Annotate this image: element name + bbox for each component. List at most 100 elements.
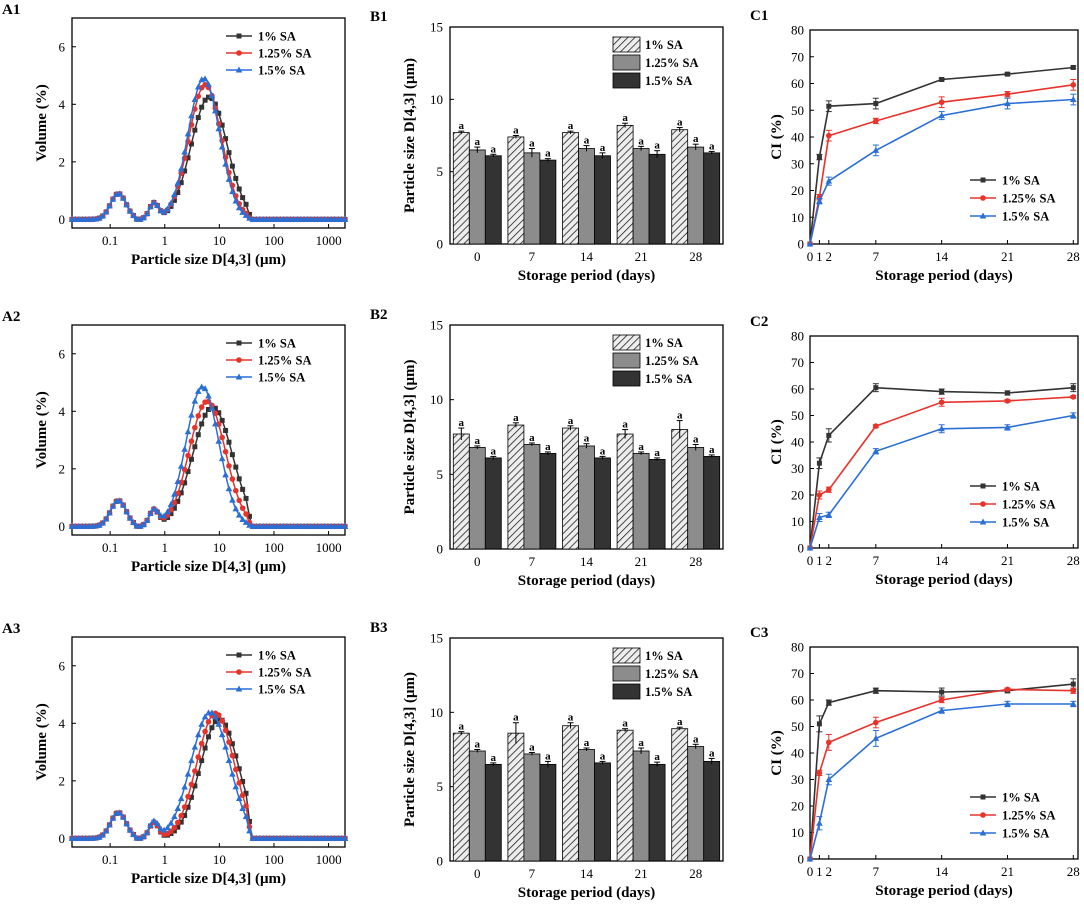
significance-letter: a	[545, 750, 551, 762]
legend-label: 1.25% SA	[258, 354, 311, 368]
x-tick-label: 0	[807, 249, 814, 264]
data-point	[171, 828, 177, 834]
data-point	[154, 820, 161, 827]
data-point	[872, 447, 880, 454]
data-point	[239, 515, 246, 522]
data-point	[123, 508, 130, 515]
data-point	[192, 424, 198, 431]
significance-letter: a	[654, 140, 660, 152]
data-point	[171, 499, 178, 506]
legend-marker	[236, 340, 242, 346]
x-tick-label: 0	[474, 866, 481, 881]
data-point	[243, 803, 249, 809]
data-point	[218, 455, 226, 462]
data-point	[235, 204, 243, 211]
bar	[539, 763, 557, 862]
data-point	[872, 734, 880, 741]
x-axis-label: Storage period (days)	[875, 883, 1013, 899]
data-point	[99, 831, 107, 838]
data-point	[816, 770, 823, 776]
data-point	[157, 207, 165, 214]
y-tick-label: 4	[59, 716, 66, 731]
x-axis-label: Storage period (days)	[518, 573, 656, 589]
x-tick-label: 28	[1067, 864, 1080, 879]
data-point	[246, 211, 252, 217]
data-point	[215, 712, 222, 718]
x-tick-label: 28	[1067, 553, 1080, 568]
x-tick-label: 14	[935, 864, 949, 879]
data-point	[246, 513, 252, 519]
y-tick-label: 15	[430, 631, 443, 646]
data-point	[215, 720, 223, 727]
legend-label: 1.5% SA	[645, 372, 692, 386]
bar	[484, 763, 502, 862]
data-point	[164, 205, 171, 212]
legend-marker	[236, 50, 242, 56]
data-point	[816, 197, 823, 204]
y-tick-label: 2	[59, 461, 66, 476]
y-tick-label: 10	[430, 392, 443, 407]
x-tick-label: 1	[816, 249, 823, 264]
data-point	[226, 439, 232, 445]
significance-letter: a	[568, 120, 574, 132]
legend-marker	[235, 685, 243, 692]
data-point	[232, 197, 240, 204]
bar	[562, 427, 579, 550]
data-point	[212, 101, 218, 107]
x-tick-label: 7	[873, 249, 880, 264]
data-point	[198, 740, 205, 747]
panel-label: A2	[2, 309, 20, 325]
bar	[648, 458, 666, 550]
data-point	[206, 734, 211, 740]
data-point	[1004, 71, 1010, 77]
legend-swatch	[612, 72, 641, 89]
legend-marker	[980, 501, 986, 507]
data-point	[147, 203, 154, 210]
data-point	[130, 830, 137, 837]
legend-label: 1.5% SA	[1002, 516, 1049, 530]
data-point	[185, 155, 191, 161]
significance-letter: a	[622, 718, 628, 730]
data-point	[233, 753, 239, 759]
x-tick-label: 100	[264, 540, 284, 555]
data-point	[109, 195, 117, 202]
data-point	[147, 821, 154, 828]
bar	[468, 149, 486, 245]
significance-letter: a	[475, 739, 481, 751]
data-point	[178, 812, 184, 819]
data-point	[206, 94, 211, 100]
x-tick-label: 10	[213, 540, 226, 555]
data-point	[806, 855, 814, 862]
legend-swatch	[612, 683, 641, 700]
x-axis-label: Particle size D[4,3] (μm)	[131, 871, 286, 887]
significance-letter: a	[693, 433, 699, 445]
legend-marker	[979, 829, 987, 836]
data-point	[873, 385, 879, 391]
data-point	[1070, 64, 1076, 70]
legend-marker	[979, 212, 987, 219]
legend-swatch	[612, 352, 641, 369]
data-point	[1070, 681, 1076, 687]
data-point	[873, 688, 879, 694]
data-point	[102, 827, 110, 834]
data-point	[825, 511, 833, 518]
data-point	[178, 490, 184, 496]
bar	[578, 749, 595, 862]
x-tick-label: 21	[1001, 864, 1014, 879]
data-point	[806, 544, 814, 551]
data-point	[184, 130, 192, 137]
y-tick-label: 6	[59, 39, 66, 54]
data-point	[239, 804, 246, 811]
data-point	[223, 722, 229, 728]
y-tick-label: 30	[791, 772, 804, 787]
data-point	[199, 758, 205, 764]
data-point	[236, 476, 242, 482]
x-tick-label: 14	[935, 249, 949, 264]
y-tick-label: 0	[59, 212, 66, 227]
data-point	[233, 464, 239, 470]
data-point	[242, 211, 250, 218]
y-axis-label: Particle size D[4,3] (μm)	[402, 672, 418, 827]
data-point	[160, 826, 168, 833]
